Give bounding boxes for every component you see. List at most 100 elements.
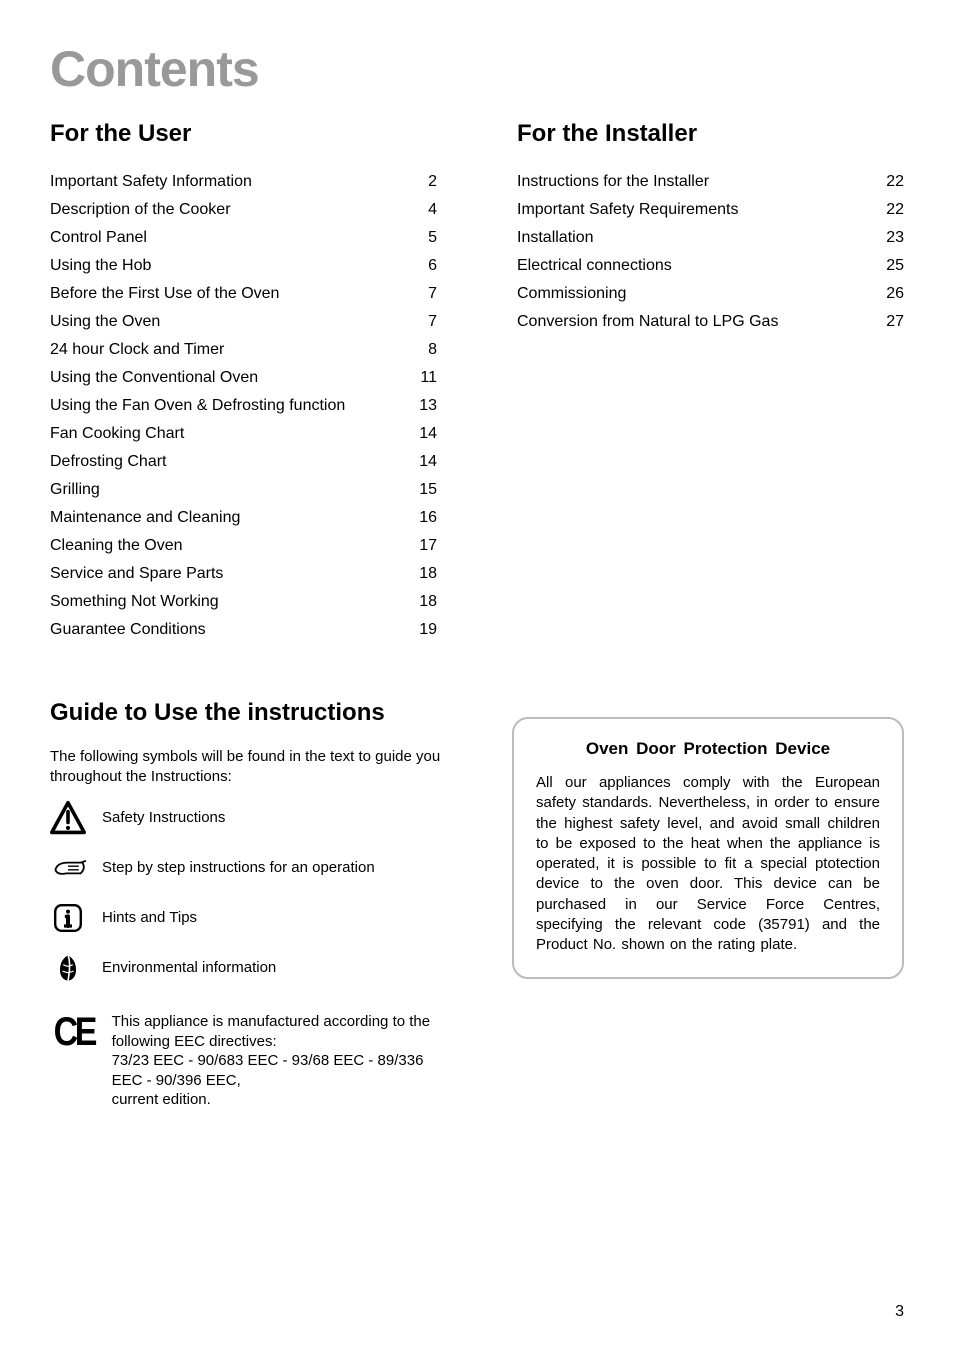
symbol-row: Environmental information xyxy=(50,950,442,986)
hand-icon xyxy=(50,850,86,886)
toc-row: Defrosting Chart14 xyxy=(50,448,437,476)
toc-page: 14 xyxy=(407,454,437,470)
toc-title: Electrical connections xyxy=(517,258,874,274)
toc-page: 18 xyxy=(407,594,437,610)
toc-page: 26 xyxy=(874,286,904,302)
user-column: For the User Important Safety Informatio… xyxy=(50,120,437,644)
warning-icon xyxy=(50,800,86,836)
toc-row: Fan Cooking Chart14 xyxy=(50,420,437,448)
toc-title: Before the First Use of the Oven xyxy=(50,286,407,302)
callout-body: All our appliances comply with the Europ… xyxy=(536,773,880,955)
toc-title: Using the Fan Oven & Defrosting function xyxy=(50,398,407,414)
toc-title: Description of the Cooker xyxy=(50,202,407,218)
guide-intro: The following symbols will be found in t… xyxy=(50,747,442,786)
info-icon xyxy=(50,900,86,936)
toc-title: Important Safety Information xyxy=(50,174,407,190)
toc-page: 22 xyxy=(874,174,904,190)
toc-page: 5 xyxy=(407,230,437,246)
toc-title: Cleaning the Oven xyxy=(50,538,407,554)
toc-row: Using the Hob6 xyxy=(50,252,437,280)
toc-title: Maintenance and Cleaning xyxy=(50,510,407,526)
toc-row: Control Panel5 xyxy=(50,224,437,252)
toc-row: Using the Fan Oven & Defrosting function… xyxy=(50,392,437,420)
toc-row: Something Not Working18 xyxy=(50,588,437,616)
symbol-row: Hints and Tips xyxy=(50,900,442,936)
ce-block: CE This appliance is manufactured accord… xyxy=(50,1012,442,1110)
installer-toc: Instructions for the Installer22Importan… xyxy=(517,168,904,336)
ce-text: This appliance is manufactured according… xyxy=(112,1012,442,1110)
symbol-row: Safety Instructions xyxy=(50,800,442,836)
callout-column: Oven Door Protection Device All our appl… xyxy=(492,699,904,1110)
toc-page: 8 xyxy=(407,342,437,358)
toc-page: 7 xyxy=(407,286,437,302)
toc-title: Something Not Working xyxy=(50,594,407,610)
toc-title: Commissioning xyxy=(517,286,874,302)
toc-row: Before the First Use of the Oven7 xyxy=(50,280,437,308)
toc-row: Using the Conventional Oven11 xyxy=(50,364,437,392)
toc-page: 15 xyxy=(407,482,437,498)
toc-row: Using the Oven7 xyxy=(50,308,437,336)
toc-title: Guarantee Conditions xyxy=(50,622,407,638)
toc-row: Guarantee Conditions19 xyxy=(50,616,437,644)
symbol-row: Step by step instructions for an operati… xyxy=(50,850,442,886)
callout-title: Oven Door Protection Device xyxy=(536,739,880,759)
toc-row: Important Safety Information2 xyxy=(50,168,437,196)
toc-row: Grilling15 xyxy=(50,476,437,504)
guide-symbols: Safety Instructions Step by step instruct… xyxy=(50,800,442,986)
toc-row: Commissioning26 xyxy=(517,280,904,308)
toc-title: Fan Cooking Chart xyxy=(50,426,407,442)
leaf-icon xyxy=(50,950,86,986)
toc-page: 14 xyxy=(407,426,437,442)
toc-title: Grilling xyxy=(50,482,407,498)
symbol-label: Hints and Tips xyxy=(102,909,197,927)
ce-mark-icon: CE xyxy=(54,1012,94,1110)
toc-title: Using the Oven xyxy=(50,314,407,330)
guide-heading: Guide to Use the instructions xyxy=(50,699,442,727)
toc-page: 17 xyxy=(407,538,437,554)
symbol-label: Safety Instructions xyxy=(102,809,225,827)
toc-row: Maintenance and Cleaning16 xyxy=(50,504,437,532)
toc-title: Instructions for the Installer xyxy=(517,174,874,190)
user-heading: For the User xyxy=(50,120,437,148)
callout-box: Oven Door Protection Device All our appl… xyxy=(512,717,904,979)
guide-column: Guide to Use the instructions The follow… xyxy=(50,699,442,1110)
toc-page: 2 xyxy=(407,174,437,190)
toc-title: 24 hour Clock and Timer xyxy=(50,342,407,358)
toc-page: 13 xyxy=(407,398,437,414)
contents-columns: For the User Important Safety Informatio… xyxy=(50,120,904,644)
toc-title: Service and Spare Parts xyxy=(50,566,407,582)
toc-page: 11 xyxy=(407,370,437,386)
toc-row: Cleaning the Oven17 xyxy=(50,532,437,560)
toc-page: 22 xyxy=(874,202,904,218)
symbol-label: Step by step instructions for an operati… xyxy=(102,859,375,877)
toc-page: 19 xyxy=(407,622,437,638)
toc-page: 16 xyxy=(407,510,437,526)
toc-title: Conversion from Natural to LPG Gas xyxy=(517,314,874,330)
lower-section: Guide to Use the instructions The follow… xyxy=(50,699,904,1110)
toc-page: 27 xyxy=(874,314,904,330)
symbol-label: Environmental information xyxy=(102,959,276,977)
user-toc: Important Safety Information2Description… xyxy=(50,168,437,644)
toc-row: Installation23 xyxy=(517,224,904,252)
toc-title: Control Panel xyxy=(50,230,407,246)
toc-title: Installation xyxy=(517,230,874,246)
page: Contents For the User Important Safety I… xyxy=(0,0,954,1351)
toc-title: Using the Conventional Oven xyxy=(50,370,407,386)
toc-row: Electrical connections25 xyxy=(517,252,904,280)
installer-column: For the Installer Instructions for the I… xyxy=(507,120,904,644)
toc-row: 24 hour Clock and Timer8 xyxy=(50,336,437,364)
installer-heading: For the Installer xyxy=(517,120,904,148)
toc-page: 7 xyxy=(407,314,437,330)
toc-row: Description of the Cooker4 xyxy=(50,196,437,224)
page-title: Contents xyxy=(50,40,904,98)
toc-title: Defrosting Chart xyxy=(50,454,407,470)
toc-row: Conversion from Natural to LPG Gas27 xyxy=(517,308,904,336)
page-number: 3 xyxy=(895,1303,904,1321)
toc-page: 4 xyxy=(407,202,437,218)
toc-title: Important Safety Requirements xyxy=(517,202,874,218)
toc-page: 25 xyxy=(874,258,904,274)
toc-row: Instructions for the Installer22 xyxy=(517,168,904,196)
toc-page: 18 xyxy=(407,566,437,582)
toc-page: 23 xyxy=(874,230,904,246)
toc-title: Using the Hob xyxy=(50,258,407,274)
